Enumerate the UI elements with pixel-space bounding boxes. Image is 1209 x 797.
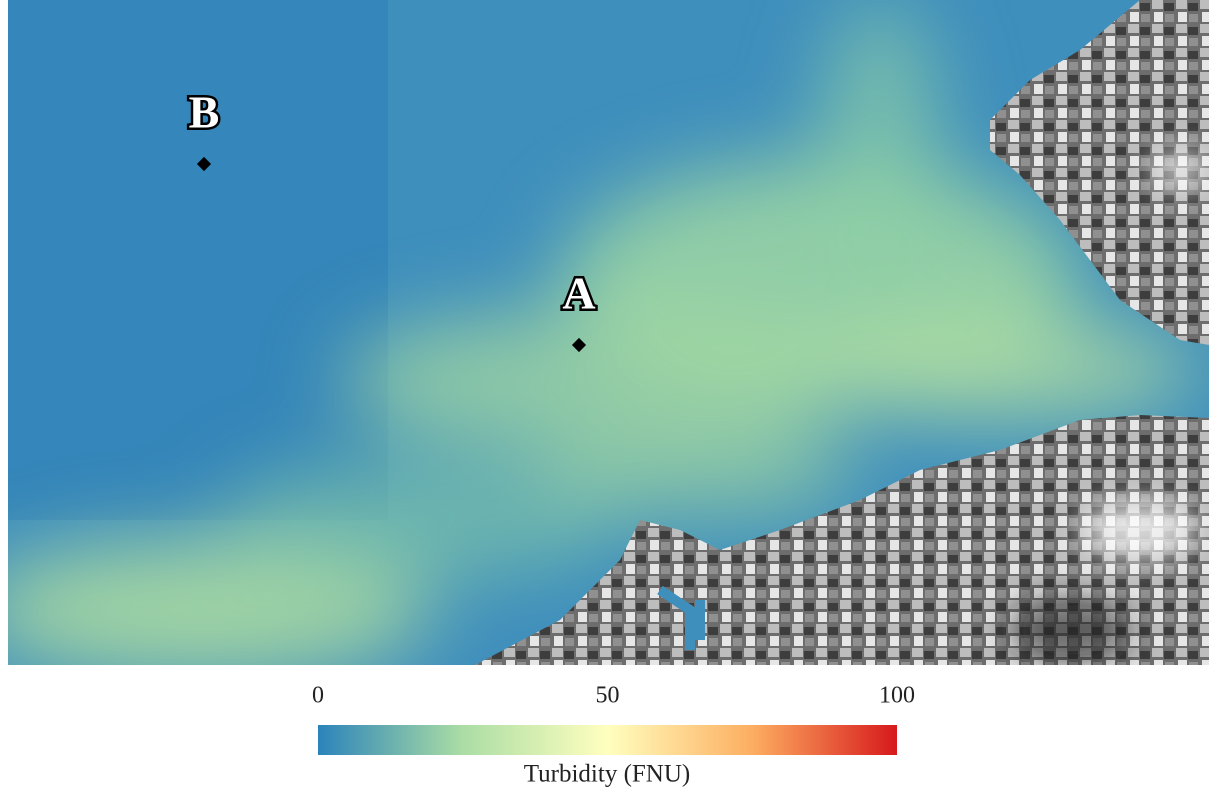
colorbar-tick-label: 100: [879, 683, 915, 709]
colorbar: [318, 725, 897, 755]
colorbar-tick-label: 50: [596, 683, 620, 709]
satellite-map: B A: [0, 0, 1209, 680]
page: {"map": {"markers": [{"label": "A"}, {"l…: [0, 0, 1209, 797]
marker-label: A: [562, 268, 595, 319]
colorbar-title: Turbidity (FNU): [524, 761, 690, 788]
colorbar-tick-label: 0: [312, 683, 324, 709]
marker-label: B: [189, 87, 220, 138]
figure: B A Turbidity (FNU) 0 50 100: [0, 0, 1209, 797]
